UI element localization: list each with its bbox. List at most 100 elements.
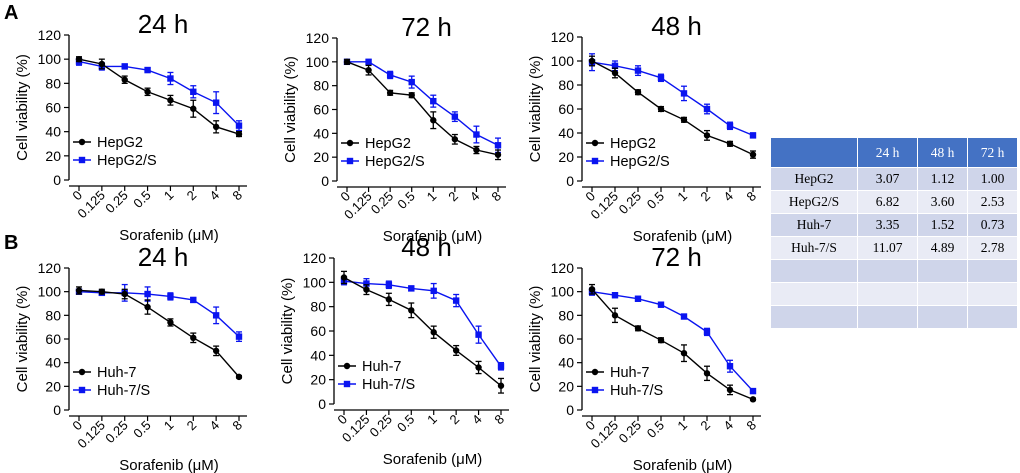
y-tick-label: 80 xyxy=(45,75,61,91)
data-point xyxy=(235,122,243,129)
series-line xyxy=(347,61,499,146)
legend-marker xyxy=(591,368,599,376)
table-cell: 1.12 xyxy=(917,167,969,191)
table-cell xyxy=(770,305,858,329)
table-row xyxy=(770,305,1018,329)
data-point xyxy=(611,69,619,77)
x-tick-label: 4 xyxy=(467,189,483,205)
table-cell xyxy=(856,282,919,306)
data-point xyxy=(212,99,220,106)
data-point xyxy=(588,57,596,65)
y-tick-label: 120 xyxy=(551,29,575,45)
legend-label: Huh-7 xyxy=(97,365,137,381)
y-tick-label: 40 xyxy=(310,347,326,363)
legend-label: HepG2 xyxy=(610,136,656,152)
data-point xyxy=(749,387,757,395)
data-point xyxy=(634,89,642,96)
table-cell xyxy=(856,305,919,329)
y-tick-label: 100 xyxy=(303,274,327,290)
data-point xyxy=(98,288,106,295)
data-point xyxy=(190,88,197,95)
data-point xyxy=(452,347,460,354)
data-point xyxy=(430,287,437,295)
y-tick-label: 20 xyxy=(45,378,61,394)
y-axis-title: Cell viability (%) xyxy=(527,56,544,163)
y-tick-label: 20 xyxy=(313,149,329,165)
y-tick-label: 60 xyxy=(45,331,61,347)
table-header-cell: 72 h xyxy=(967,137,1018,168)
data-point xyxy=(588,286,596,293)
data-point xyxy=(494,151,502,158)
y-tick-label: 40 xyxy=(558,355,574,371)
data-point xyxy=(680,350,688,357)
table-cell: 3.07 xyxy=(856,167,919,191)
x-axis-title: Sorafenib (μM) xyxy=(119,227,219,244)
data-point xyxy=(121,290,128,298)
data-point xyxy=(611,292,619,299)
legend-label: HepG2 xyxy=(365,136,411,152)
x-tick-label: 4 xyxy=(469,412,485,428)
data-point xyxy=(611,62,619,69)
y-axis-title: Cell viability (%) xyxy=(14,54,31,161)
y-tick-label: 20 xyxy=(558,378,574,394)
y-tick-label: 120 xyxy=(303,250,327,266)
series-line xyxy=(346,61,499,156)
chart-title: 24 h xyxy=(138,9,189,39)
x-tick-label: 4 xyxy=(207,188,223,204)
legend-marker xyxy=(78,368,86,376)
data-point xyxy=(451,136,459,143)
data-point xyxy=(473,146,480,154)
table-header-row: 24 h 48 h 72 h xyxy=(770,137,1018,168)
series-line xyxy=(591,60,754,156)
y-tick-label: 100 xyxy=(551,284,575,300)
legend-marker xyxy=(591,157,599,165)
x-tick-label: 0.25 xyxy=(366,412,395,441)
data-point xyxy=(749,151,757,158)
series-line xyxy=(591,288,754,400)
data-point xyxy=(657,301,665,308)
y-tick-label: 40 xyxy=(313,125,329,141)
x-tick-label: 1 xyxy=(424,412,440,428)
series-line xyxy=(343,280,502,367)
x-tick-label: 0.5 xyxy=(394,189,417,212)
y-tick-label: 0 xyxy=(53,402,61,418)
x-tick-label: 2 xyxy=(184,188,200,204)
table-cell: 11.07 xyxy=(856,236,919,260)
data-point xyxy=(611,312,619,319)
y-tick-label: 40 xyxy=(45,355,61,371)
data-point xyxy=(408,307,415,314)
x-tick-label: 0.25 xyxy=(102,418,131,447)
table-cell xyxy=(770,259,858,283)
table-row: HepG2/S 6.82 3.60 2.53 xyxy=(770,190,1018,214)
x-axis-title: Sorafenib (μM) xyxy=(119,457,219,473)
table-cell: 0.73 xyxy=(967,213,1018,237)
data-point xyxy=(190,334,197,342)
table-cell: HepG2/S xyxy=(770,190,858,214)
data-point xyxy=(497,382,505,389)
data-point xyxy=(365,58,372,66)
legend-marker xyxy=(591,139,599,147)
y-tick-label: 80 xyxy=(558,77,574,93)
data-point xyxy=(144,290,151,298)
table-cell xyxy=(967,305,1018,329)
legend-label: Huh-7/S xyxy=(97,383,150,399)
series-line xyxy=(591,61,754,137)
x-axis-title: Sorafenib (μM) xyxy=(383,451,483,468)
y-tick-label: 120 xyxy=(306,30,330,46)
data-point xyxy=(680,90,688,97)
data-point xyxy=(497,363,505,370)
table-row xyxy=(770,282,1018,306)
table-row xyxy=(770,259,1018,283)
y-tick-label: 100 xyxy=(38,51,62,67)
data-point xyxy=(144,88,151,95)
x-tick-label: 8 xyxy=(229,188,245,204)
table-cell xyxy=(967,259,1018,283)
legend-marker xyxy=(78,156,86,164)
y-tick-label: 20 xyxy=(558,149,574,165)
table-header-cell xyxy=(770,137,858,168)
table-cell xyxy=(917,305,969,329)
x-tick-label: 0.5 xyxy=(644,189,667,212)
chart-title: 48 h xyxy=(651,11,702,41)
